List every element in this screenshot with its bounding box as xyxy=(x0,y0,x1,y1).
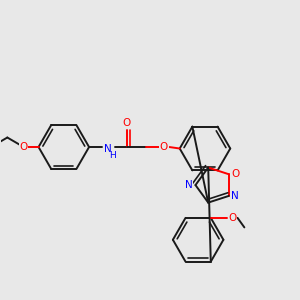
Text: O: O xyxy=(160,142,168,152)
Text: N: N xyxy=(185,180,193,190)
Text: H: H xyxy=(110,151,116,160)
Text: N: N xyxy=(232,191,239,201)
Text: O: O xyxy=(228,213,237,223)
Text: O: O xyxy=(123,118,131,128)
Text: N: N xyxy=(104,144,112,154)
Text: O: O xyxy=(231,169,239,179)
Text: O: O xyxy=(20,142,28,152)
